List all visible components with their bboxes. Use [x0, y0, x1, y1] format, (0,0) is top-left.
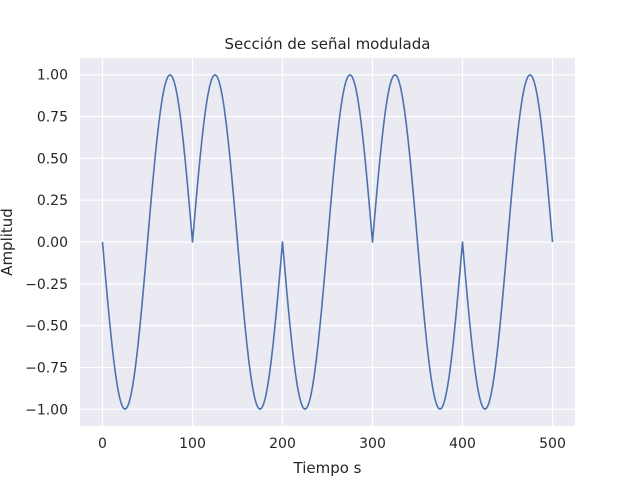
y-tick-label: −1.00 [25, 402, 68, 418]
x-tick-label: 0 [98, 436, 107, 452]
x-tick-label: 300 [359, 436, 386, 452]
x-tick-label: 400 [449, 436, 476, 452]
y-tick-label: 0.75 [37, 110, 68, 126]
y-tick-label: −0.25 [25, 277, 68, 293]
y-tick-label: 0.00 [37, 235, 68, 251]
y-tick-label: 0.25 [37, 193, 68, 209]
x-tick-label: 200 [269, 436, 296, 452]
y-tick-labels: 1.00 0.75 0.50 0.25 0.00 −0.25 −0.50 −0.75 −1.00 [25, 68, 68, 419]
y-tick-label: 1.00 [37, 68, 68, 84]
y-tick-label: 0.50 [37, 151, 68, 167]
x-axis-label: Tiempo s [293, 459, 362, 477]
y-tick-label: −0.50 [25, 319, 68, 335]
x-tick-label: 500 [539, 436, 566, 452]
y-tick-label: −0.75 [25, 360, 68, 376]
x-tick-labels: 0 100 200 300 400 500 [98, 436, 566, 452]
chart-title: Sección de señal modulada [225, 35, 431, 53]
y-axis-label: Amplitud [0, 208, 16, 276]
x-tick-label: 100 [179, 436, 206, 452]
